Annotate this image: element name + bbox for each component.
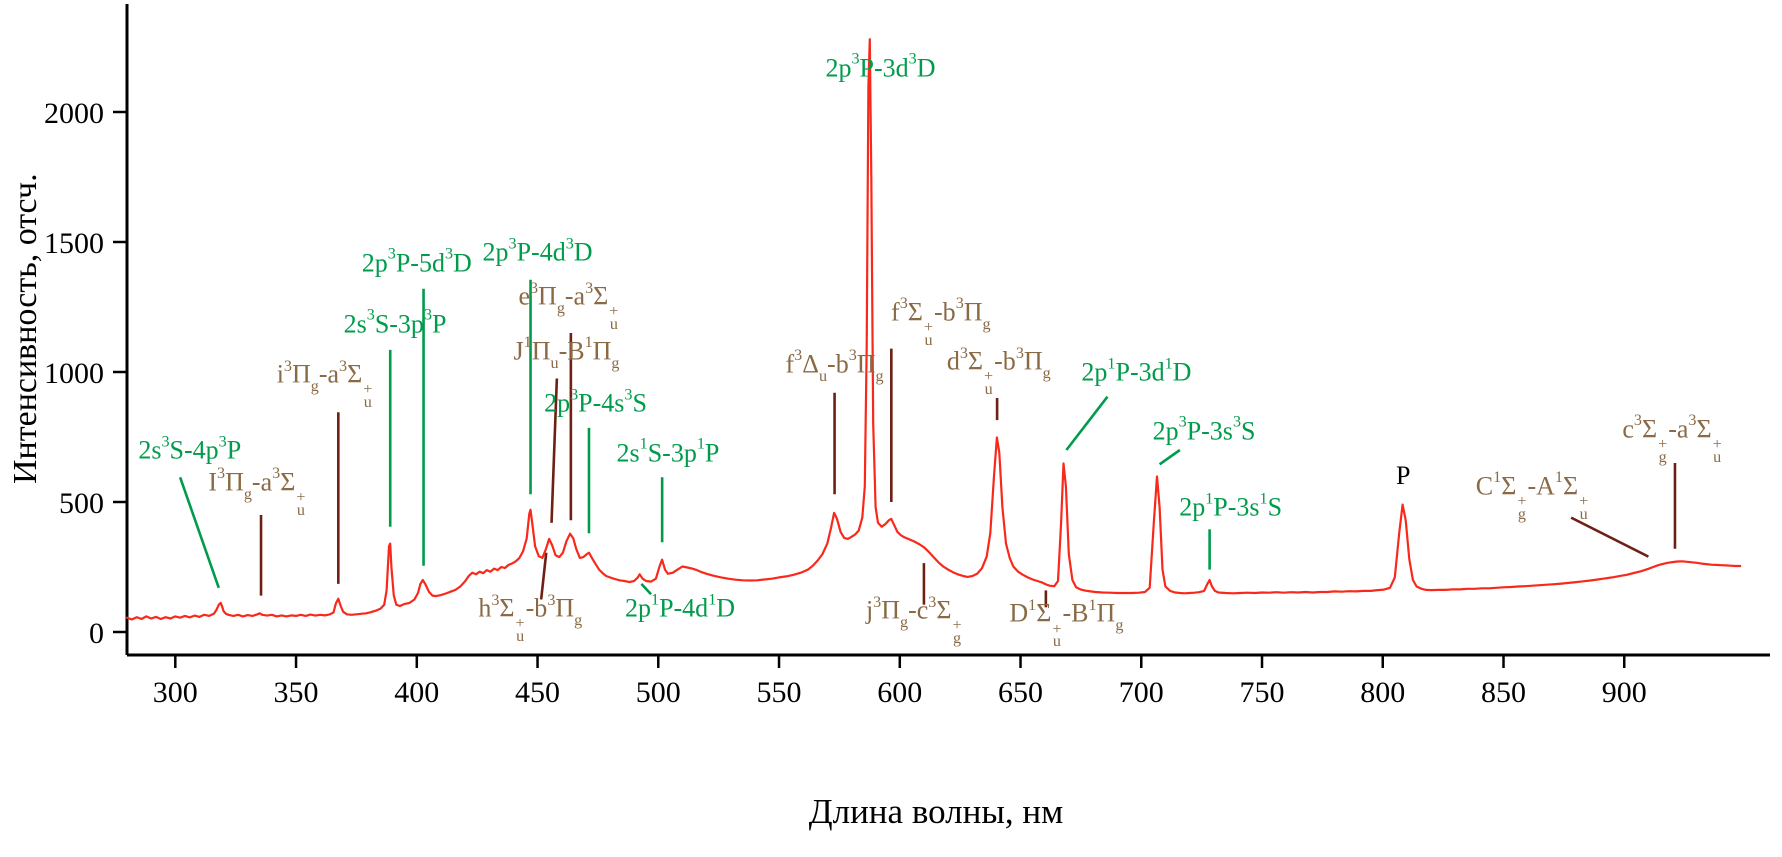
x-tick-label: 650 [998, 676, 1043, 709]
x-tick-label: 900 [1602, 676, 1647, 709]
y-axis-title: Интенсивность, отсч. [7, 173, 44, 484]
peak-pointer-line [1158, 448, 1181, 466]
y-tick-label: 2000 [44, 97, 104, 130]
x-tick-label: 300 [153, 676, 198, 709]
x-tick-label: 550 [757, 676, 802, 709]
peak-pointer-line [1065, 395, 1109, 451]
peak-pointer-line [550, 378, 559, 523]
peak-pointer-line [539, 552, 548, 600]
y-tick-label: 1000 [44, 357, 104, 390]
y-tick-label: 500 [59, 487, 104, 520]
x-tick-label: 600 [877, 676, 922, 709]
peak-pointer-line [178, 476, 220, 589]
x-axis-title: Длина волны, нм [808, 792, 1064, 831]
x-tick-label: 350 [274, 676, 319, 709]
spectrum-trace [125, 38, 1742, 621]
peak-pointer-line [1570, 516, 1649, 558]
y-tick-label: 1500 [44, 227, 104, 260]
x-tick-label: 850 [1481, 676, 1526, 709]
peak-pointer-line [640, 583, 652, 596]
x-tick-label: 750 [1240, 676, 1285, 709]
x-tick-label: 800 [1360, 676, 1405, 709]
x-tick-label: 400 [394, 676, 439, 709]
y-tick-label: 0 [89, 617, 104, 650]
x-tick-label: 450 [515, 676, 560, 709]
x-tick-label: 700 [1119, 676, 1164, 709]
x-tick-label: 500 [636, 676, 681, 709]
